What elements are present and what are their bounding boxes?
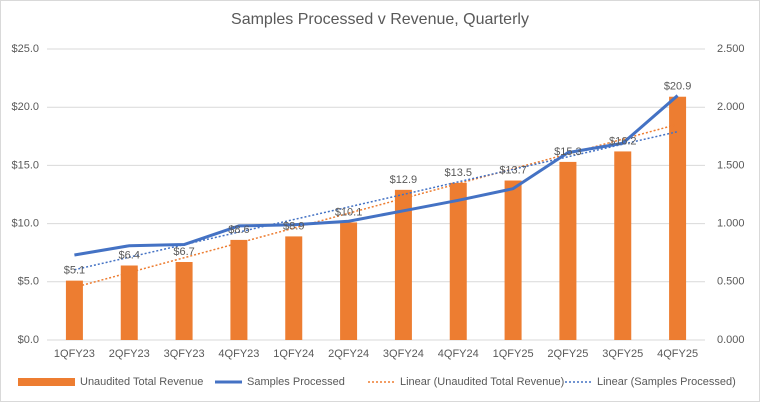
bar <box>614 151 632 340</box>
x-tick-label: 3QFY24 <box>383 348 424 360</box>
bar <box>669 96 687 340</box>
legend-label: Unaudited Total Revenue <box>80 376 203 388</box>
y2-tick-label: 2.000 <box>717 101 745 113</box>
y-tick-label: $25.0 <box>11 43 39 55</box>
bar <box>285 236 303 340</box>
value-label: $16.2 <box>609 135 637 147</box>
y-tick-label: $20.0 <box>11 101 39 113</box>
x-tick-label: 3QFY23 <box>164 348 205 360</box>
bar <box>340 222 358 340</box>
value-label: $6.4 <box>119 249 140 261</box>
value-label: $15.3 <box>554 146 582 158</box>
bar <box>65 280 83 340</box>
y-tick-label: $15.0 <box>11 159 39 171</box>
value-label: $5.1 <box>64 265 85 277</box>
value-label: $10.1 <box>335 206 363 218</box>
line-series <box>74 94 679 257</box>
value-label: $13.7 <box>499 164 527 176</box>
x-tick-label: 2QFY25 <box>547 348 588 360</box>
bar <box>175 262 193 340</box>
legend-label: Linear (Samples Processed) <box>597 376 736 388</box>
x-tick-label: 3QFY25 <box>602 348 643 360</box>
bar <box>120 265 138 340</box>
x-tick-label: 1QFY25 <box>493 348 534 360</box>
y-tick-label: $0.0 <box>18 334 39 346</box>
y2-tick-label: 1.500 <box>717 159 745 171</box>
bar <box>449 182 467 340</box>
value-label: $13.5 <box>444 167 472 179</box>
x-tick-label: 1QFY23 <box>54 348 95 360</box>
value-label: $8.9 <box>283 220 304 232</box>
bar <box>504 180 522 340</box>
x-tick-label: 1QFY24 <box>273 348 314 360</box>
y2-tick-label: 1.000 <box>717 218 745 230</box>
y2-tick-label: 2.500 <box>717 43 745 55</box>
value-label: $12.9 <box>390 174 418 186</box>
trendline <box>74 130 678 271</box>
bar <box>230 239 248 340</box>
y2-tick-label: 0.000 <box>717 334 745 346</box>
x-tick-label: 4QFY24 <box>438 348 479 360</box>
x-tick-label: 2QFY23 <box>109 348 150 360</box>
legend-swatch <box>18 378 75 386</box>
value-label: $8.6 <box>228 224 249 236</box>
y-tick-label: $5.0 <box>18 276 39 288</box>
bar <box>394 189 412 340</box>
value-label: $6.7 <box>173 246 194 258</box>
chart-title: Samples Processed v Revenue, Quarterly <box>231 11 529 28</box>
x-tick-label: 2QFY24 <box>328 348 369 360</box>
bar <box>559 161 577 340</box>
value-label: $20.9 <box>664 81 692 93</box>
legend-label: Samples Processed <box>247 376 345 388</box>
x-tick-label: 4QFY23 <box>218 348 259 360</box>
x-tick-label: 4QFY25 <box>657 348 698 360</box>
y-tick-label: $10.0 <box>11 218 39 230</box>
legend-label: Linear (Unaudited Total Revenue) <box>400 376 564 388</box>
y2-tick-label: 0.500 <box>717 276 745 288</box>
